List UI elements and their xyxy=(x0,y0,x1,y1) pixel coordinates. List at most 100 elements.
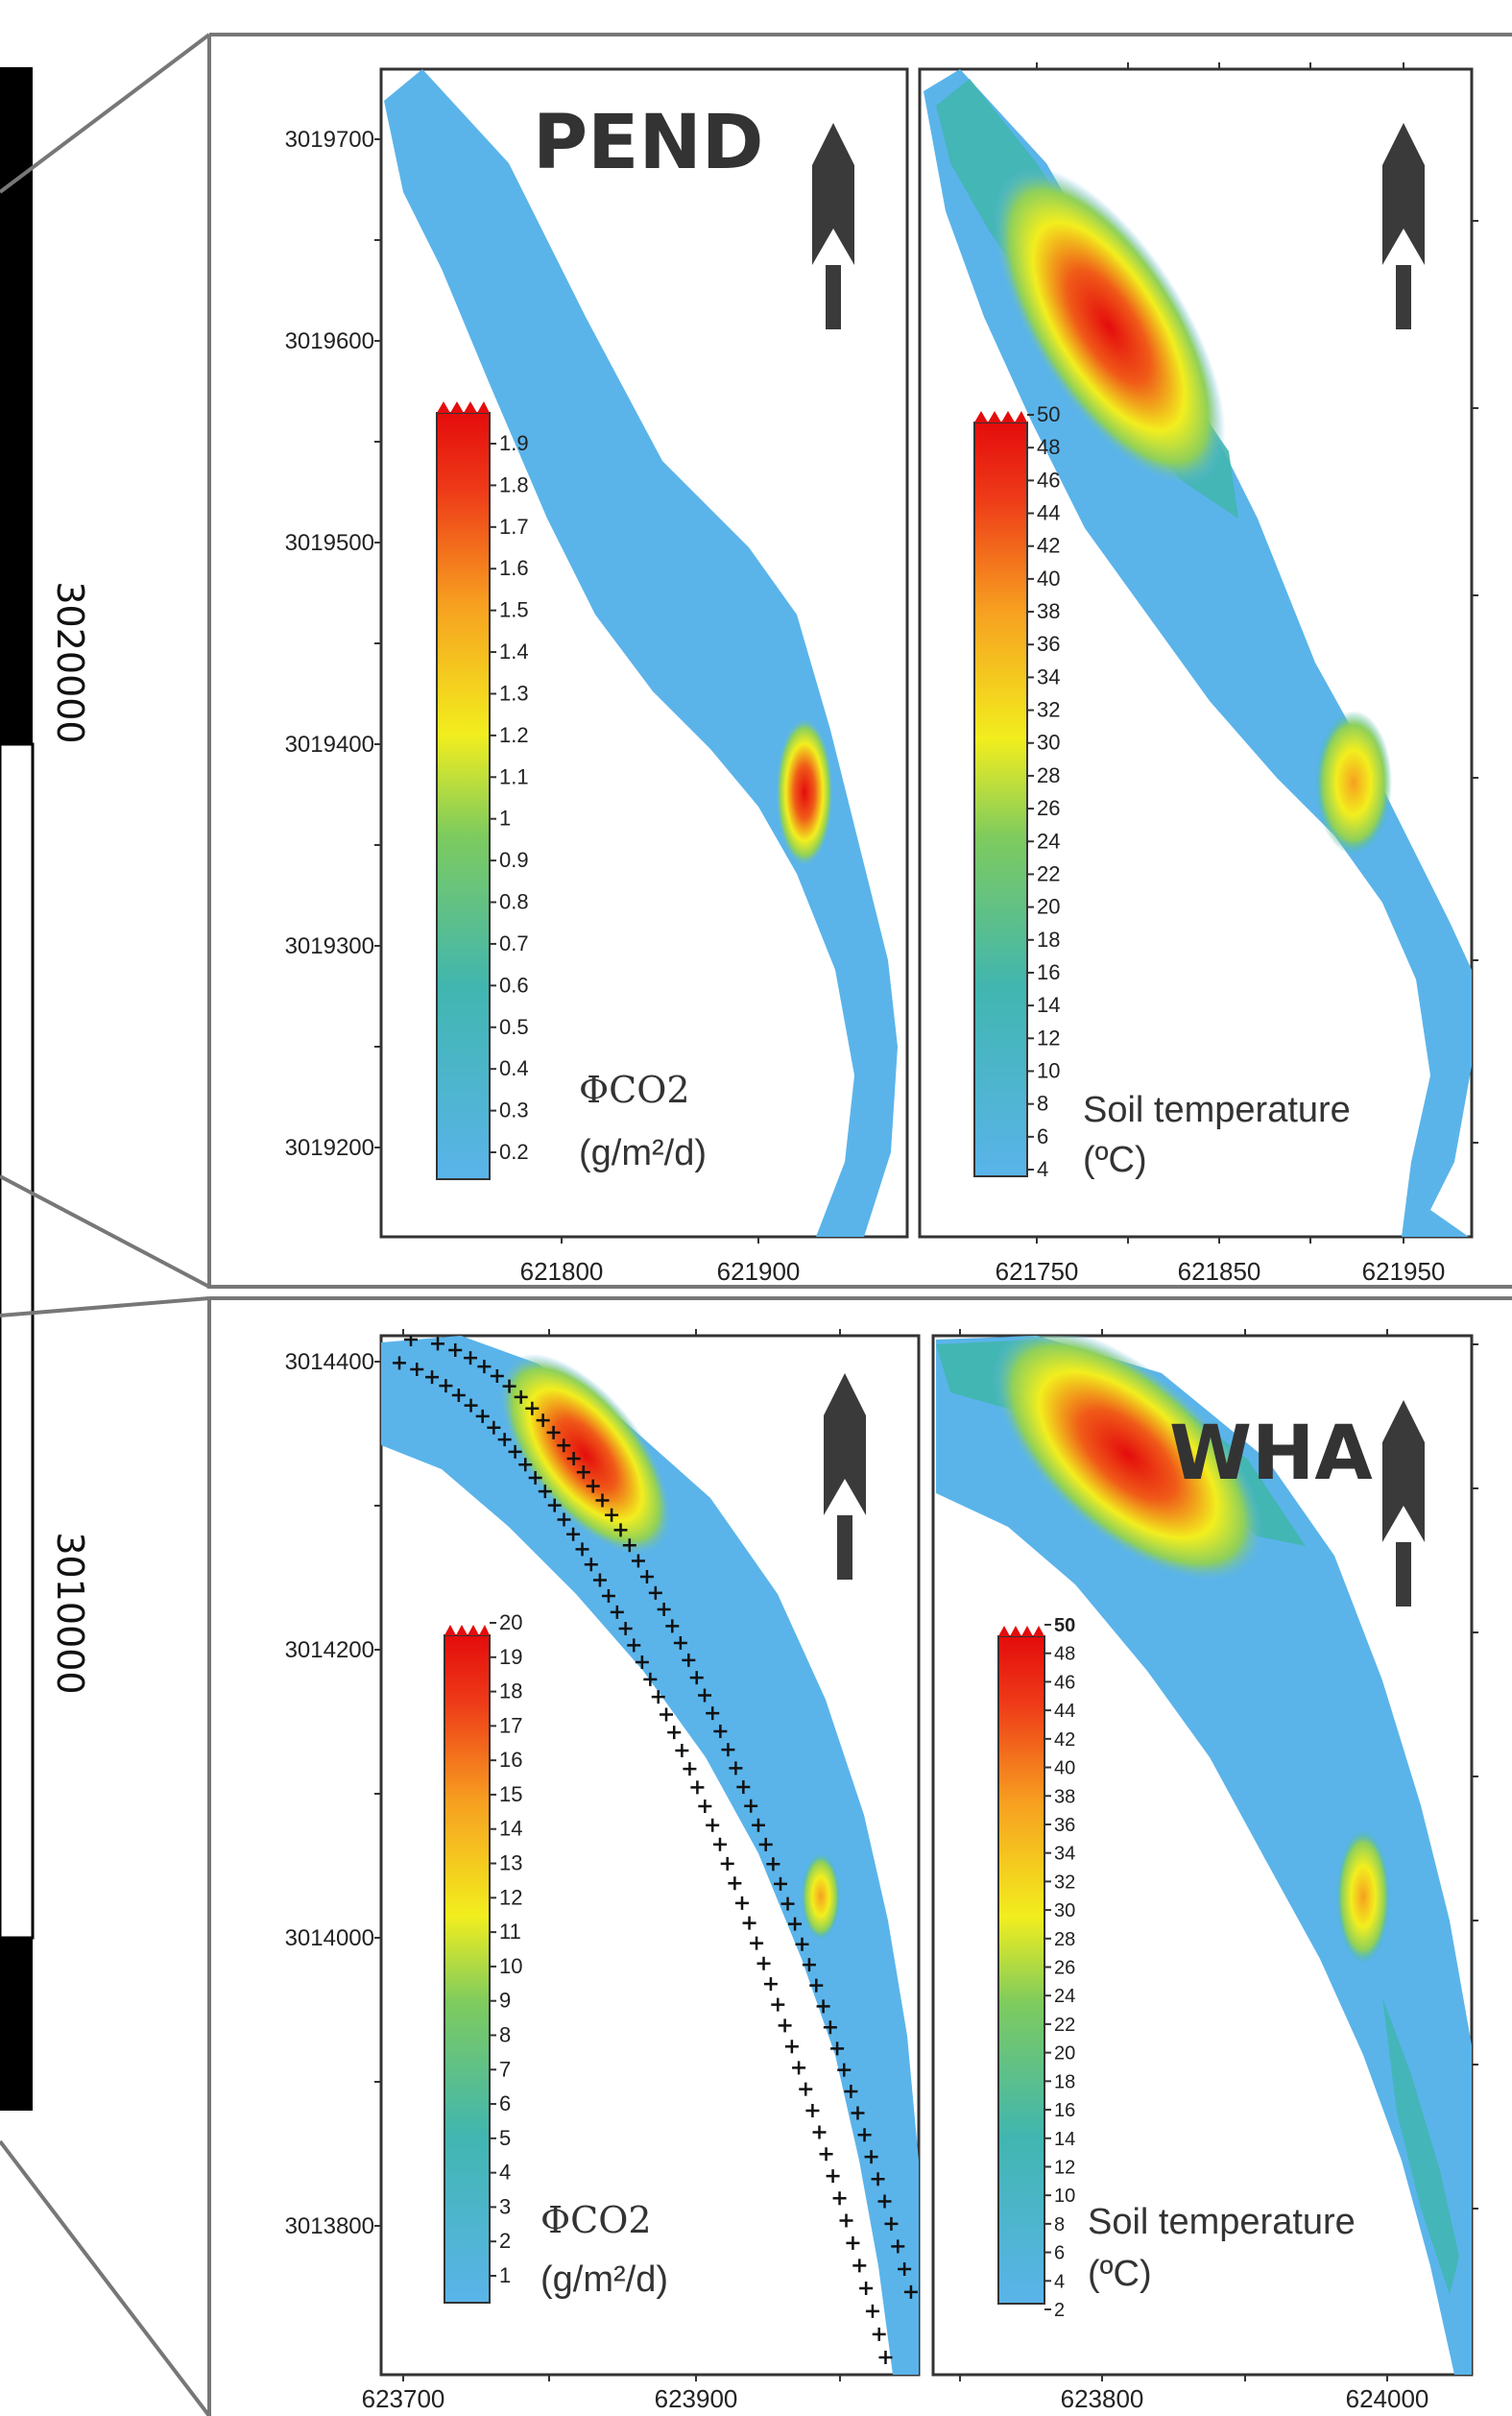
sample-point xyxy=(410,1363,424,1377)
site-wha: 3014400 3014200 3014000 3013800 20191817… xyxy=(285,1334,1474,2413)
colorbar-tick-label: 20 xyxy=(1037,895,1060,919)
sample-point xyxy=(448,1343,463,1358)
colorbar-tick-label: 26 xyxy=(1037,796,1060,820)
sample-point xyxy=(871,2172,885,2186)
y-tick-label: 3019500 xyxy=(285,530,374,556)
sample-point xyxy=(734,1896,749,1910)
sample-point xyxy=(665,1619,680,1633)
sample-point xyxy=(751,1818,765,1832)
colorbar-tick-label: 20 xyxy=(499,1610,522,1634)
wha-y-axis: 3014400 3014200 3014000 3013800 xyxy=(285,1349,374,2239)
colorbar-tick-label: 22 xyxy=(1054,2015,1075,2036)
colorbar-tick-label: 0.5 xyxy=(499,1015,529,1039)
sample-point xyxy=(660,1707,674,1722)
sample-point xyxy=(728,1876,742,1891)
sample-point xyxy=(648,1585,662,1600)
sample-point xyxy=(595,1493,610,1508)
sample-point xyxy=(802,1958,816,1972)
colorbar-tick-label: 1.3 xyxy=(499,681,529,705)
sample-point xyxy=(690,1780,705,1795)
colorbar-tick-label: 0.9 xyxy=(499,848,529,872)
colorbar-tick-label: 30 xyxy=(1037,731,1060,755)
sample-point xyxy=(631,1554,645,1568)
colorbar-tick-label: 28 xyxy=(1037,763,1060,787)
sample-point xyxy=(592,1573,607,1587)
colorbar-tick-label: 9 xyxy=(499,1989,511,2013)
sample-point xyxy=(525,1401,540,1415)
colorbar-tick-label: 16 xyxy=(1054,2100,1075,2121)
sample-point xyxy=(682,1653,696,1667)
unit-label: (ºC) xyxy=(1088,2254,1152,2294)
sample-point xyxy=(750,1936,764,1950)
colorbar-tick-label: 24 xyxy=(1037,829,1060,853)
sample-point xyxy=(706,1818,720,1832)
colorbar-tick-label: 24 xyxy=(1054,1986,1075,2007)
colorbar-tick-label: 40 xyxy=(1037,567,1060,591)
sample-point xyxy=(464,1351,478,1365)
colorbar-tick-label: 26 xyxy=(1054,1958,1075,1979)
colorbar-tick-label: 20 xyxy=(1054,2043,1075,2065)
colorbar-tick-label: 6 xyxy=(499,2091,511,2115)
colorbar-tick-label: 48 xyxy=(1037,435,1060,459)
colorbar-tick-label: 32 xyxy=(1054,1872,1075,1893)
sample-point xyxy=(844,2084,858,2098)
sample-point xyxy=(546,1425,561,1439)
colorbar-tick-label: 10 xyxy=(1054,2186,1075,2207)
sample-point xyxy=(618,1621,633,1635)
colorbar-tick-label: 1 xyxy=(499,807,511,831)
sample-point xyxy=(464,1398,478,1413)
sample-point xyxy=(576,1465,590,1480)
sample-point xyxy=(720,1856,734,1871)
x-tick-label: 623800 xyxy=(1061,2384,1144,2413)
sample-point xyxy=(771,1997,785,2012)
sample-point xyxy=(872,2327,886,2341)
sample-point xyxy=(605,1508,619,1522)
colorbar-tick-label: 18 xyxy=(1054,2071,1075,2092)
sample-point xyxy=(698,1688,712,1703)
flux-anomaly xyxy=(498,1353,673,1557)
colorbar-tick-label: 10 xyxy=(499,1954,522,1978)
colorbar-tick-label: 1 xyxy=(499,2263,511,2287)
sample-point xyxy=(584,1558,598,1572)
zoom-connectors xyxy=(0,33,1512,2416)
colorbar-tick-label: 1.1 xyxy=(499,764,529,788)
colorbar-wha-co2: 20 19 18 17 16 15 14 13 12 11 10 9 8 7 6 5 4 3 2 1 xyxy=(444,1610,522,2304)
colorbar-tick-label: 30 xyxy=(1054,1900,1075,1921)
colorbar-tick-label: 40 xyxy=(1054,1758,1075,1779)
sample-point xyxy=(736,1779,751,1794)
sample-point xyxy=(566,1527,581,1541)
sample-point xyxy=(799,2082,813,2096)
colorbar-tick-label: 17 xyxy=(499,1713,522,1737)
sample-point xyxy=(566,1451,581,1465)
unit-label: (g/m²/d) xyxy=(540,2259,668,2300)
colorbar-tick-label: 38 xyxy=(1054,1786,1075,1807)
sample-point xyxy=(635,1655,649,1670)
colorbar-tick-label: 4 xyxy=(499,2161,511,2185)
sample-point xyxy=(878,2351,893,2365)
colorbar-tick-label: 0.7 xyxy=(499,931,529,955)
variable-label: ΦCO2 xyxy=(540,2199,652,2241)
sample-point xyxy=(816,1999,830,2014)
colorbar-tick-label: 3 xyxy=(499,2194,511,2218)
sample-point xyxy=(536,1413,550,1428)
colorbar-tick-label: 1.5 xyxy=(499,598,529,622)
colorbar-tick-label: 16 xyxy=(1037,960,1060,984)
temperature-anomaly xyxy=(1315,711,1392,855)
sample-point xyxy=(575,1542,589,1557)
y-tick-label: 3019400 xyxy=(285,732,374,758)
x-tick-label: 621950 xyxy=(1362,1257,1446,1286)
sample-point xyxy=(857,2128,872,2142)
colorbar-tick-label: 0.8 xyxy=(499,890,529,914)
sample-point xyxy=(497,1433,512,1447)
colorbar-tick-label: 1.7 xyxy=(499,515,529,539)
sample-point xyxy=(865,2304,879,2318)
sample-point xyxy=(547,1498,562,1512)
frame-ticks xyxy=(374,62,1478,2381)
site-pend: 3019700 3019600 3019500 3019400 3019300 … xyxy=(285,67,1474,1286)
sample-point xyxy=(864,2150,878,2164)
colorbar-tick-label: 46 xyxy=(1037,468,1060,492)
colorbar-tick-label: 1.2 xyxy=(499,723,529,747)
sample-point xyxy=(557,1438,571,1453)
sample-point xyxy=(784,2040,799,2054)
